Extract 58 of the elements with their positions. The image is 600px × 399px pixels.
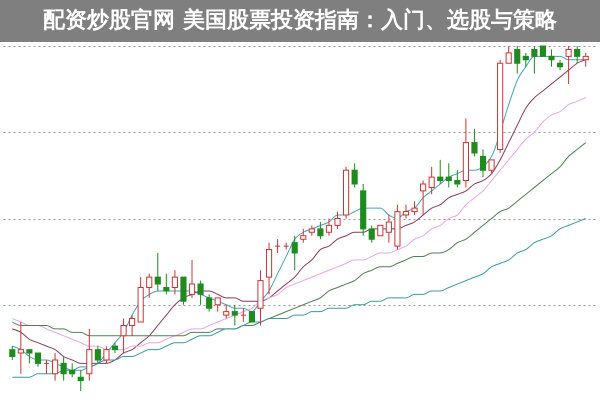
candlestick	[326, 218, 332, 236]
candlestick	[308, 224, 315, 236]
candlestick	[540, 46, 546, 57]
candlestick	[94, 346, 101, 364]
candlestick	[317, 221, 324, 240]
candlestick	[146, 273, 152, 298]
candlestick	[514, 46, 520, 74]
candlestick	[368, 224, 375, 244]
candlestick	[454, 170, 460, 188]
chart-title: 配资炒股官网 美国股票投资指南：入门、选股与策略	[0, 0, 600, 42]
candlestick	[223, 304, 230, 320]
candlestick	[240, 308, 246, 322]
candlestick	[198, 280, 204, 306]
candlestick	[574, 46, 580, 64]
candlestick	[78, 370, 84, 392]
candlestick	[154, 252, 161, 292]
candlestick	[300, 228, 306, 244]
candlestick	[446, 162, 452, 188]
candlestick	[120, 318, 127, 354]
candlestick	[214, 297, 221, 312]
candlestick	[60, 356, 67, 382]
candlestick	[488, 159, 495, 174]
candlestick	[566, 46, 572, 84]
candlestick	[292, 235, 298, 271]
candlestick	[248, 311, 255, 322]
candlestick	[69, 362, 76, 378]
candlestick	[531, 46, 538, 74]
candlestick	[172, 270, 178, 295]
candlestick	[386, 214, 392, 244]
candlestick	[163, 273, 170, 295]
candlestick	[34, 352, 42, 368]
candlestick	[334, 211, 341, 230]
candlestick	[188, 259, 196, 298]
candlestick	[402, 204, 410, 219]
candlestick	[506, 46, 512, 64]
candlestick	[103, 346, 110, 364]
candlestick	[112, 342, 118, 354]
candlestick	[556, 59, 564, 71]
candlestick	[18, 322, 24, 374]
candlestick	[352, 162, 358, 188]
candlestick	[522, 52, 529, 68]
candlestick	[206, 294, 212, 312]
candlestick	[428, 166, 435, 195]
candlestick	[9, 346, 16, 360]
candlestick	[411, 200, 418, 216]
candlestick	[26, 349, 32, 364]
candlestick	[43, 359, 50, 374]
candlestick	[129, 314, 136, 336]
candlestick	[377, 224, 384, 236]
candlestick	[548, 48, 555, 68]
candlestick	[232, 304, 238, 326]
candlestick	[471, 128, 478, 157]
candlestick	[274, 238, 281, 254]
candlestick	[582, 52, 589, 68]
candlestick	[52, 352, 58, 382]
candlestick	[480, 149, 486, 178]
candlestick	[420, 180, 426, 216]
candlestick	[437, 159, 444, 184]
